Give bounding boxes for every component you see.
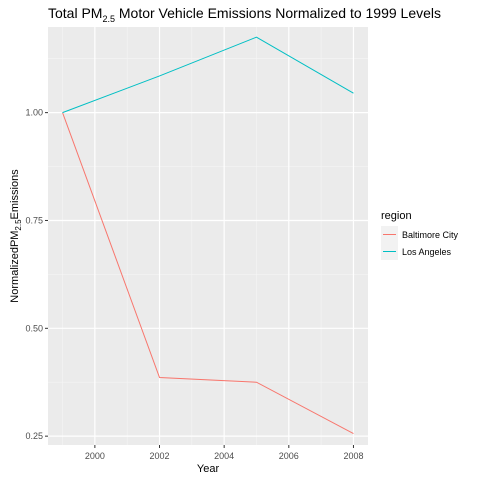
legend-title: region xyxy=(381,210,412,222)
y-axis-title: NormalizedPM2.5Emissions xyxy=(9,169,23,303)
series-lines xyxy=(62,36,354,435)
x-tick-label: 2008 xyxy=(343,451,363,461)
minor-gridlines xyxy=(48,27,368,445)
legend-items: Baltimore City Los Angeles xyxy=(381,226,459,260)
y-axis: 0.25 0.50 0.75 1.00 xyxy=(25,108,48,441)
legend-label-baltimore-city: Baltimore City xyxy=(402,230,459,240)
y-tick-label: 0.75 xyxy=(25,215,43,225)
chart-title-subscript: 2.5 xyxy=(102,14,115,24)
legend-label-los-angeles: Los Angeles xyxy=(402,247,452,257)
y-axis-title-main: NormalizedPM xyxy=(9,231,21,303)
x-axis: 2000 2002 2004 2006 2008 xyxy=(85,445,363,461)
y-axis-title-rest: Emissions xyxy=(9,169,21,220)
y-axis-title-subscript: 2.5 xyxy=(14,219,23,231)
series-line-baltimore-city xyxy=(62,112,354,435)
y-tick-label: 0.50 xyxy=(25,323,43,333)
y-tick-label: 0.25 xyxy=(25,431,43,441)
chart-title-rest: Motor Vehicle Emissions Normalized to 19… xyxy=(115,5,441,21)
x-tick-label: 2002 xyxy=(149,451,169,461)
chart-title-main: Total PM xyxy=(48,5,102,21)
plot-panel xyxy=(48,27,368,445)
chart-title: Total PM2.5 Motor Vehicle Emissions Norm… xyxy=(48,5,441,24)
series-line-los-angeles xyxy=(62,36,354,114)
major-gridlines xyxy=(48,27,368,445)
y-tick-label: 1.00 xyxy=(25,108,43,118)
x-tick-label: 2004 xyxy=(214,451,234,461)
x-tick-label: 2006 xyxy=(279,451,299,461)
legend: region Baltimore City Los Angeles xyxy=(381,210,459,260)
x-axis-title: Year xyxy=(197,463,220,475)
x-tick-label: 2000 xyxy=(85,451,105,461)
